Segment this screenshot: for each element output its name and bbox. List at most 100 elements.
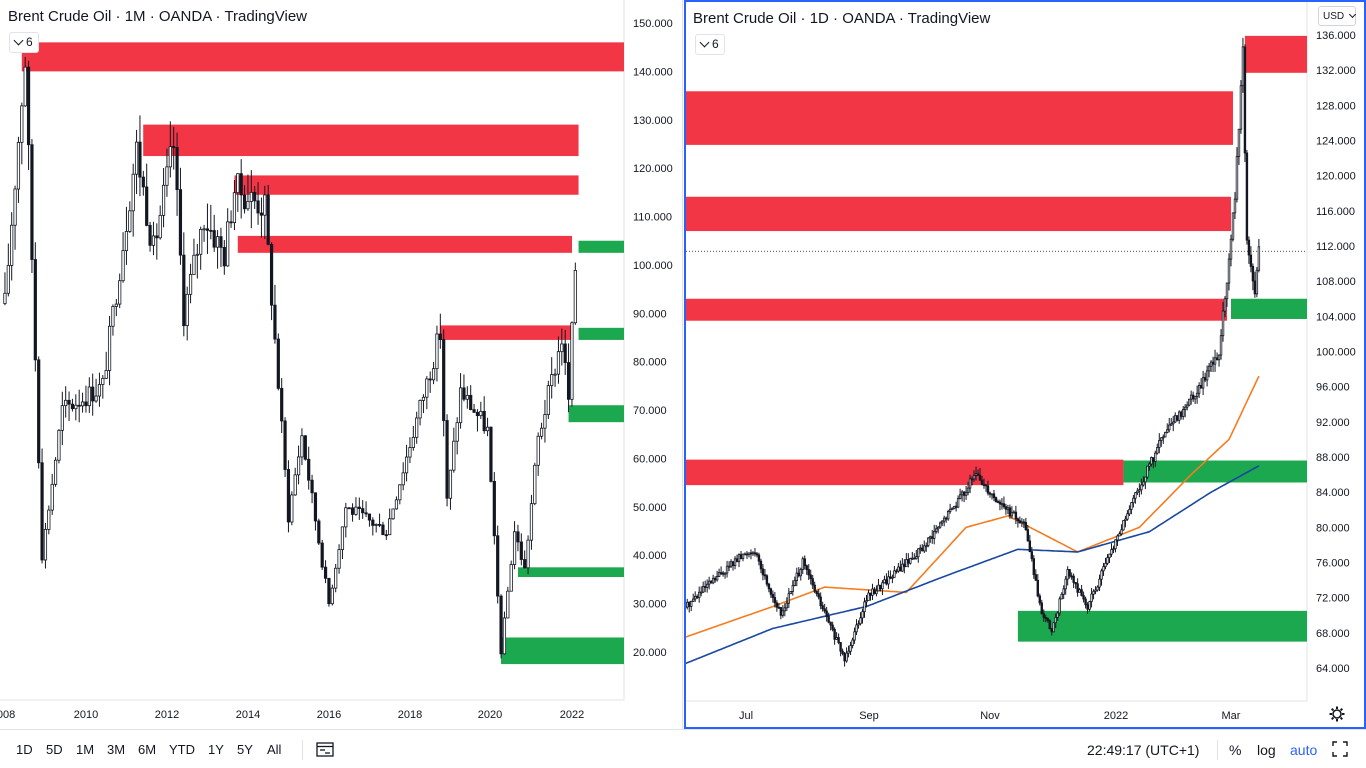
y-tick-label: 120.000: [633, 163, 673, 175]
candle-body: [692, 598, 695, 602]
candle-body: [1211, 361, 1215, 365]
candle-body: [909, 558, 912, 564]
candle-body: [1130, 502, 1133, 510]
candle-body: [499, 595, 503, 655]
y-tick-label: 140.000: [633, 66, 673, 78]
candle-body: [1178, 411, 1181, 421]
monthly-chart-canvas[interactable]: 150.000 140.000 130.000 120.000 110.000 100.0…: [0, 0, 682, 729]
candle-body: [881, 582, 884, 590]
range-1m[interactable]: 1M: [76, 742, 95, 757]
moving-average-fast: [686, 375, 1260, 638]
candle-body: [482, 411, 486, 432]
candle-body: [690, 600, 693, 607]
calendar-range-icon[interactable]: [316, 741, 334, 757]
divider: [302, 740, 303, 760]
candle-body: [556, 351, 561, 375]
daily-chart-pane[interactable]: 136.000 132.000 128.000 124.000 120.000 116.0…: [684, 0, 1366, 729]
candle-body: [948, 508, 952, 512]
candle-body: [743, 553, 747, 556]
range-1y[interactable]: 1Y: [208, 742, 224, 757]
range-ytd[interactable]: YTD: [169, 742, 195, 757]
candle-body: [986, 485, 990, 494]
candle-body: [1086, 604, 1089, 610]
chevron-down-icon: [13, 35, 24, 46]
candle-body: [984, 484, 988, 487]
range-3m[interactable]: 3M: [107, 742, 126, 757]
candle-body: [807, 569, 810, 576]
candle-body: [320, 542, 324, 568]
candle-body: [523, 559, 527, 569]
candle-body: [935, 528, 938, 532]
candle-body: [246, 201, 250, 210]
candle-body: [43, 528, 48, 561]
candle-body: [23, 66, 27, 107]
candle-body: [1185, 404, 1189, 408]
candle-body: [222, 246, 226, 267]
candle-body: [1018, 520, 1022, 524]
candle-body: [411, 436, 415, 448]
y-tick-label: 100.000: [1316, 347, 1356, 359]
candle-body: [350, 507, 355, 515]
candle-body: [425, 378, 429, 398]
percent-toggle[interactable]: %: [1229, 742, 1242, 758]
candle-body: [317, 520, 321, 544]
candle-body: [841, 650, 844, 655]
gear-icon[interactable]: [1328, 705, 1346, 723]
candle-body: [1114, 539, 1117, 550]
candle-body: [1034, 574, 1037, 581]
range-5d[interactable]: 5D: [46, 742, 63, 757]
range-6m[interactable]: 6M: [138, 742, 157, 757]
x-tick-label: Jul: [739, 710, 753, 722]
candle-body: [755, 553, 759, 556]
candle-body: [823, 608, 826, 612]
candle-body: [492, 480, 496, 537]
candle-body: [124, 231, 129, 252]
candle-body: [560, 343, 564, 353]
candle-body: [927, 537, 930, 547]
y-tick-label: 20.000: [633, 647, 667, 659]
candle-body: [128, 210, 132, 232]
auto-toggle[interactable]: auto: [1290, 742, 1318, 758]
candle-body: [1022, 521, 1026, 524]
monthly-chart-pane[interactable]: 150.000 140.000 130.000 120.000 110.000 100.0…: [0, 0, 683, 729]
range-1d[interactable]: 1D: [16, 742, 33, 757]
daily-chart-canvas[interactable]: 136.000 132.000 128.000 124.000 120.000 116.0…: [686, 2, 1364, 727]
candle-body: [771, 593, 775, 598]
candle-body: [1096, 586, 1099, 591]
resistance-zone: [1244, 35, 1307, 73]
candle-body: [723, 572, 727, 575]
candle-body: [80, 401, 85, 407]
range-5y[interactable]: 5Y: [237, 742, 253, 757]
candle-body: [1193, 395, 1197, 400]
candle-body: [1038, 595, 1041, 604]
candle-body: [185, 293, 189, 327]
candle-body: [1174, 415, 1177, 423]
x-tick-label: 2020: [478, 709, 502, 721]
range-all[interactable]: All: [267, 742, 282, 757]
candle-body: [13, 188, 17, 226]
log-toggle[interactable]: log: [1257, 742, 1276, 758]
candle-body: [1251, 266, 1255, 282]
y-tick-label: 136.000: [1316, 30, 1356, 42]
candle-body: [697, 591, 701, 599]
currency-selector[interactable]: USD: [1318, 6, 1356, 26]
indicator-toggle[interactable]: 6: [9, 32, 39, 53]
candle-body: [1078, 589, 1081, 593]
indicator-toggle[interactable]: 6: [695, 34, 725, 55]
candle-body: [972, 475, 976, 480]
clock[interactable]: 22:49:17 (UTC+1): [1087, 742, 1200, 758]
candle-body: [992, 493, 996, 498]
candle-body: [398, 484, 402, 501]
resistance-zone: [440, 325, 572, 340]
candle-body: [94, 395, 98, 402]
candle-body: [831, 624, 834, 630]
candle-body: [733, 558, 737, 566]
y-tick-label: 80.000: [1316, 522, 1350, 534]
candle-body: [1221, 310, 1225, 337]
candle-body: [737, 554, 741, 563]
candle-body: [940, 520, 944, 524]
candle-body: [452, 440, 456, 471]
candle-body: [1012, 511, 1016, 514]
candle-body: [865, 600, 868, 603]
fullscreen-icon[interactable]: [1332, 741, 1348, 757]
